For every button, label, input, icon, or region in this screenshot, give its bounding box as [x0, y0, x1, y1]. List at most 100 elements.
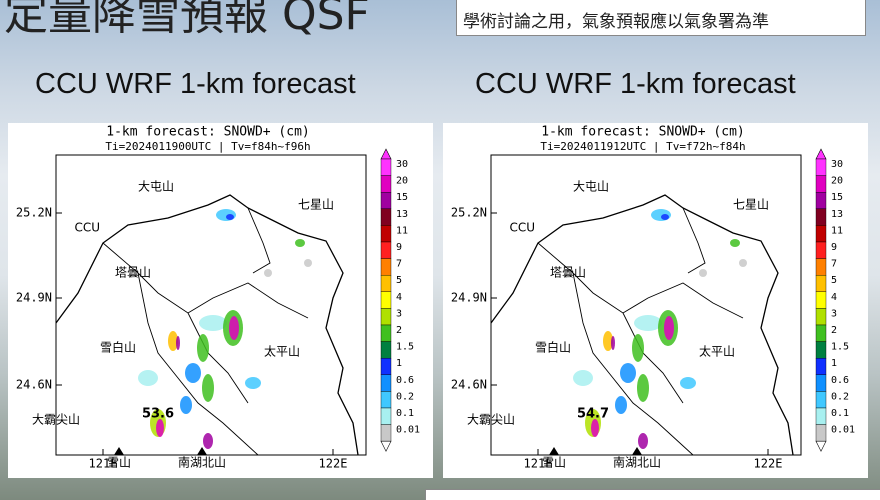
colorbar-label: 9 — [396, 242, 402, 253]
lat-tick-label: 24.6N — [16, 378, 52, 392]
colorbar-label: 1.5 — [396, 342, 414, 353]
colorbar-label: 11 — [831, 225, 843, 236]
snow-area — [180, 396, 192, 414]
snow-area — [264, 269, 272, 277]
map-title: 1-km forecast: SNOWD+ (cm) — [106, 125, 310, 140]
snow-area — [699, 269, 707, 277]
colorbar-cell — [380, 274, 392, 292]
snow-area — [295, 239, 305, 247]
colorbar-cell — [380, 291, 392, 309]
colorbar-label: 2 — [831, 325, 837, 336]
peak-marker — [632, 447, 642, 455]
snow-area — [202, 374, 214, 402]
colorbar-cell — [815, 308, 827, 326]
colorbar-label: 1 — [396, 358, 402, 369]
snow-area — [229, 316, 239, 340]
forecast-map: 1-km forecast: SNOWD+ (cm) Ti=2024011912U… — [443, 123, 868, 478]
colorbar-label: 5 — [396, 275, 402, 286]
colorbar-label: 3 — [831, 308, 837, 319]
snow-area — [199, 315, 227, 331]
colorbar-cell — [815, 175, 827, 193]
snow-area — [739, 259, 747, 267]
colorbar-cell — [815, 274, 827, 292]
colorbar-cell — [815, 374, 827, 392]
map-label: 54.7 — [577, 407, 609, 422]
county-line — [102, 207, 309, 456]
colorbar-label: 1 — [831, 358, 837, 369]
snow-area — [680, 377, 696, 389]
colorbar-cell — [380, 407, 392, 425]
colorbar-label: 0.2 — [396, 391, 414, 402]
lon-tick-label: 122E — [754, 457, 783, 471]
footer-box — [425, 489, 880, 500]
colorbar-cell — [815, 391, 827, 409]
snow-area — [203, 433, 213, 449]
colorbar-cell — [380, 341, 392, 359]
map-figure: 1-km forecast: SNOWD+ (cm)Ti=2024011900U… — [16, 125, 420, 471]
colorbar-label: 0.6 — [396, 375, 414, 386]
colorbar-cell — [380, 208, 392, 226]
map-label: 塔曇山 — [550, 266, 586, 280]
snow-area — [730, 239, 740, 247]
snow-area — [620, 363, 636, 383]
colorbar-cell — [815, 208, 827, 226]
map-label: 大屯山 — [138, 180, 174, 194]
map-label: 53.6 — [142, 407, 174, 422]
snow-area — [651, 209, 671, 221]
colorbar-cell — [380, 241, 392, 259]
map-label: 雪山 — [107, 456, 131, 470]
snow-area — [664, 316, 674, 340]
snow-area — [156, 419, 164, 437]
colorbar-label: 9 — [831, 242, 837, 253]
snow-area — [661, 214, 669, 220]
snow-area — [304, 259, 312, 267]
snow-area — [638, 433, 648, 449]
snow-area — [603, 331, 613, 351]
colorbar-label: 2 — [396, 325, 402, 336]
colorbar-label: 0.6 — [831, 375, 849, 386]
lat-tick-label: 25.2N — [451, 206, 487, 220]
disclaimer: 學術討論之用，氣象預報應以氣象署為準 — [456, 0, 866, 36]
snow-area — [176, 336, 180, 350]
colorbar-cell — [380, 258, 392, 276]
snow-area — [138, 370, 158, 386]
colorbar-cell — [815, 341, 827, 359]
colorbar-label: 13 — [396, 209, 408, 220]
snow-area — [637, 374, 649, 402]
colorbar-label: 30 — [831, 159, 843, 170]
snow-area — [591, 419, 599, 437]
map-subtitle: Ti=2024011912UTC | Tv=f72h~f84h — [540, 140, 745, 153]
colorbar-label: 13 — [831, 209, 843, 220]
map-figure: 1-km forecast: SNOWD+ (cm)Ti=2024011912U… — [451, 125, 855, 471]
map-label: 大霸尖山 — [32, 413, 80, 427]
panel-heading: CCU WRF 1-km forecast — [475, 68, 796, 100]
colorbar-cell — [380, 424, 392, 442]
colorbar-cell — [815, 357, 827, 375]
peak-marker — [197, 447, 207, 455]
colorbar-label: 30 — [396, 159, 408, 170]
colorbar-label: 7 — [831, 259, 837, 270]
map-label: 南湖北山 — [613, 455, 661, 470]
colorbar-end — [815, 148, 827, 160]
colorbar-cell — [815, 424, 827, 442]
colorbar-cell — [380, 225, 392, 243]
snow-area — [632, 334, 644, 362]
map-label: CCU — [74, 221, 100, 235]
lat-tick-label: 24.9N — [451, 291, 487, 305]
lat-tick-label: 24.9N — [16, 291, 52, 305]
colorbar-end — [380, 440, 392, 452]
colorbar-cell — [815, 158, 827, 176]
lat-tick-label: 24.6N — [451, 378, 487, 392]
colorbar-label: 0.01 — [831, 425, 855, 436]
snow-area — [573, 370, 593, 386]
map-label: CCU — [509, 221, 535, 235]
colorbar-cell — [380, 191, 392, 209]
colorbar-cell — [380, 308, 392, 326]
lon-tick-label: 121E — [524, 457, 553, 471]
colorbar-cell — [380, 391, 392, 409]
snow-area — [185, 363, 201, 383]
snow-area — [245, 377, 261, 389]
snow-area — [226, 214, 234, 220]
map-label: 雪白山 — [535, 340, 571, 355]
snow-area — [168, 331, 178, 351]
